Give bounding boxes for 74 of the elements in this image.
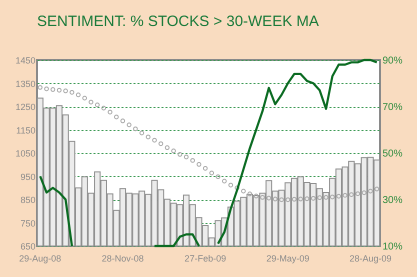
- point: [241, 188, 246, 194]
- point: [133, 126, 138, 132]
- x-tick-label: 29-Aug-08: [19, 254, 62, 264]
- point: [101, 106, 106, 110]
- y2-tick-label: 50%: [382, 148, 403, 160]
- point: [310, 196, 316, 201]
- point: [254, 194, 259, 198]
- point: [234, 186, 240, 190]
- point: [56, 88, 62, 93]
- x-tick-label: 27-Feb-09: [184, 254, 226, 264]
- point: [247, 192, 252, 196]
- point: [260, 195, 265, 200]
- point: [324, 195, 328, 200]
- point: [342, 192, 348, 198]
- point: [44, 86, 49, 92]
- point: [362, 190, 366, 196]
- point: [228, 182, 234, 188]
- point: [272, 196, 278, 202]
- point: [88, 100, 94, 104]
- x-tick-label: 29-May-09: [266, 254, 310, 264]
- y2-tick-label: 30%: [382, 195, 403, 206]
- point: [336, 194, 342, 199]
- point: [178, 152, 182, 157]
- point: [184, 154, 189, 160]
- point: [292, 196, 297, 202]
- point: [94, 102, 100, 108]
- y2-tick-label: 90%: [382, 56, 403, 66]
- point: [304, 196, 310, 202]
- y-tick-label: 1050: [15, 148, 36, 158]
- point: [202, 166, 208, 171]
- point: [120, 118, 126, 124]
- point: [108, 110, 112, 114]
- point: [50, 87, 56, 92]
- point: [70, 90, 74, 95]
- y-tick-label: 650: [20, 242, 36, 252]
- y2-tick-label: 10%: [382, 242, 403, 252]
- y-tick-label: 1450: [15, 56, 36, 66]
- point: [76, 92, 81, 98]
- y-tick-label: 1150: [16, 125, 36, 136]
- point: [190, 158, 195, 163]
- point: [63, 88, 68, 94]
- point: [317, 195, 322, 200]
- point: [126, 122, 132, 128]
- point: [266, 196, 272, 200]
- point: [222, 178, 227, 184]
- point: [349, 192, 354, 197]
- point: [171, 148, 176, 154]
- point: [330, 194, 335, 200]
- point: [368, 188, 373, 194]
- point: [158, 141, 164, 146]
- point: [298, 196, 303, 202]
- y-tick-label: 950: [20, 172, 36, 182]
- point: [82, 96, 88, 100]
- point: [139, 130, 144, 136]
- point: [374, 186, 380, 192]
- y-tick-label: 850: [20, 195, 36, 205]
- point: [286, 197, 290, 202]
- point: [38, 85, 43, 90]
- point: [209, 170, 214, 176]
- point: [196, 162, 202, 167]
- y-tick-label: 1250: [15, 102, 36, 112]
- point: [152, 138, 157, 143]
- point: [279, 197, 284, 202]
- point: [114, 114, 119, 120]
- chart-title: SENTIMENT: % STOCKS > 30-WEEK MA: [37, 13, 319, 30]
- point: [216, 174, 220, 180]
- point: [146, 134, 151, 140]
- y-tick-label: 1350: [15, 78, 36, 89]
- point: [164, 145, 170, 150]
- x-tick-label: 28-Aug-09: [349, 254, 392, 264]
- y-tick-label: 750: [20, 218, 36, 228]
- x-tick-label: 28-Nov-08: [102, 254, 144, 264]
- point: [355, 191, 360, 196]
- y2-tick-label: 70%: [382, 102, 403, 113]
